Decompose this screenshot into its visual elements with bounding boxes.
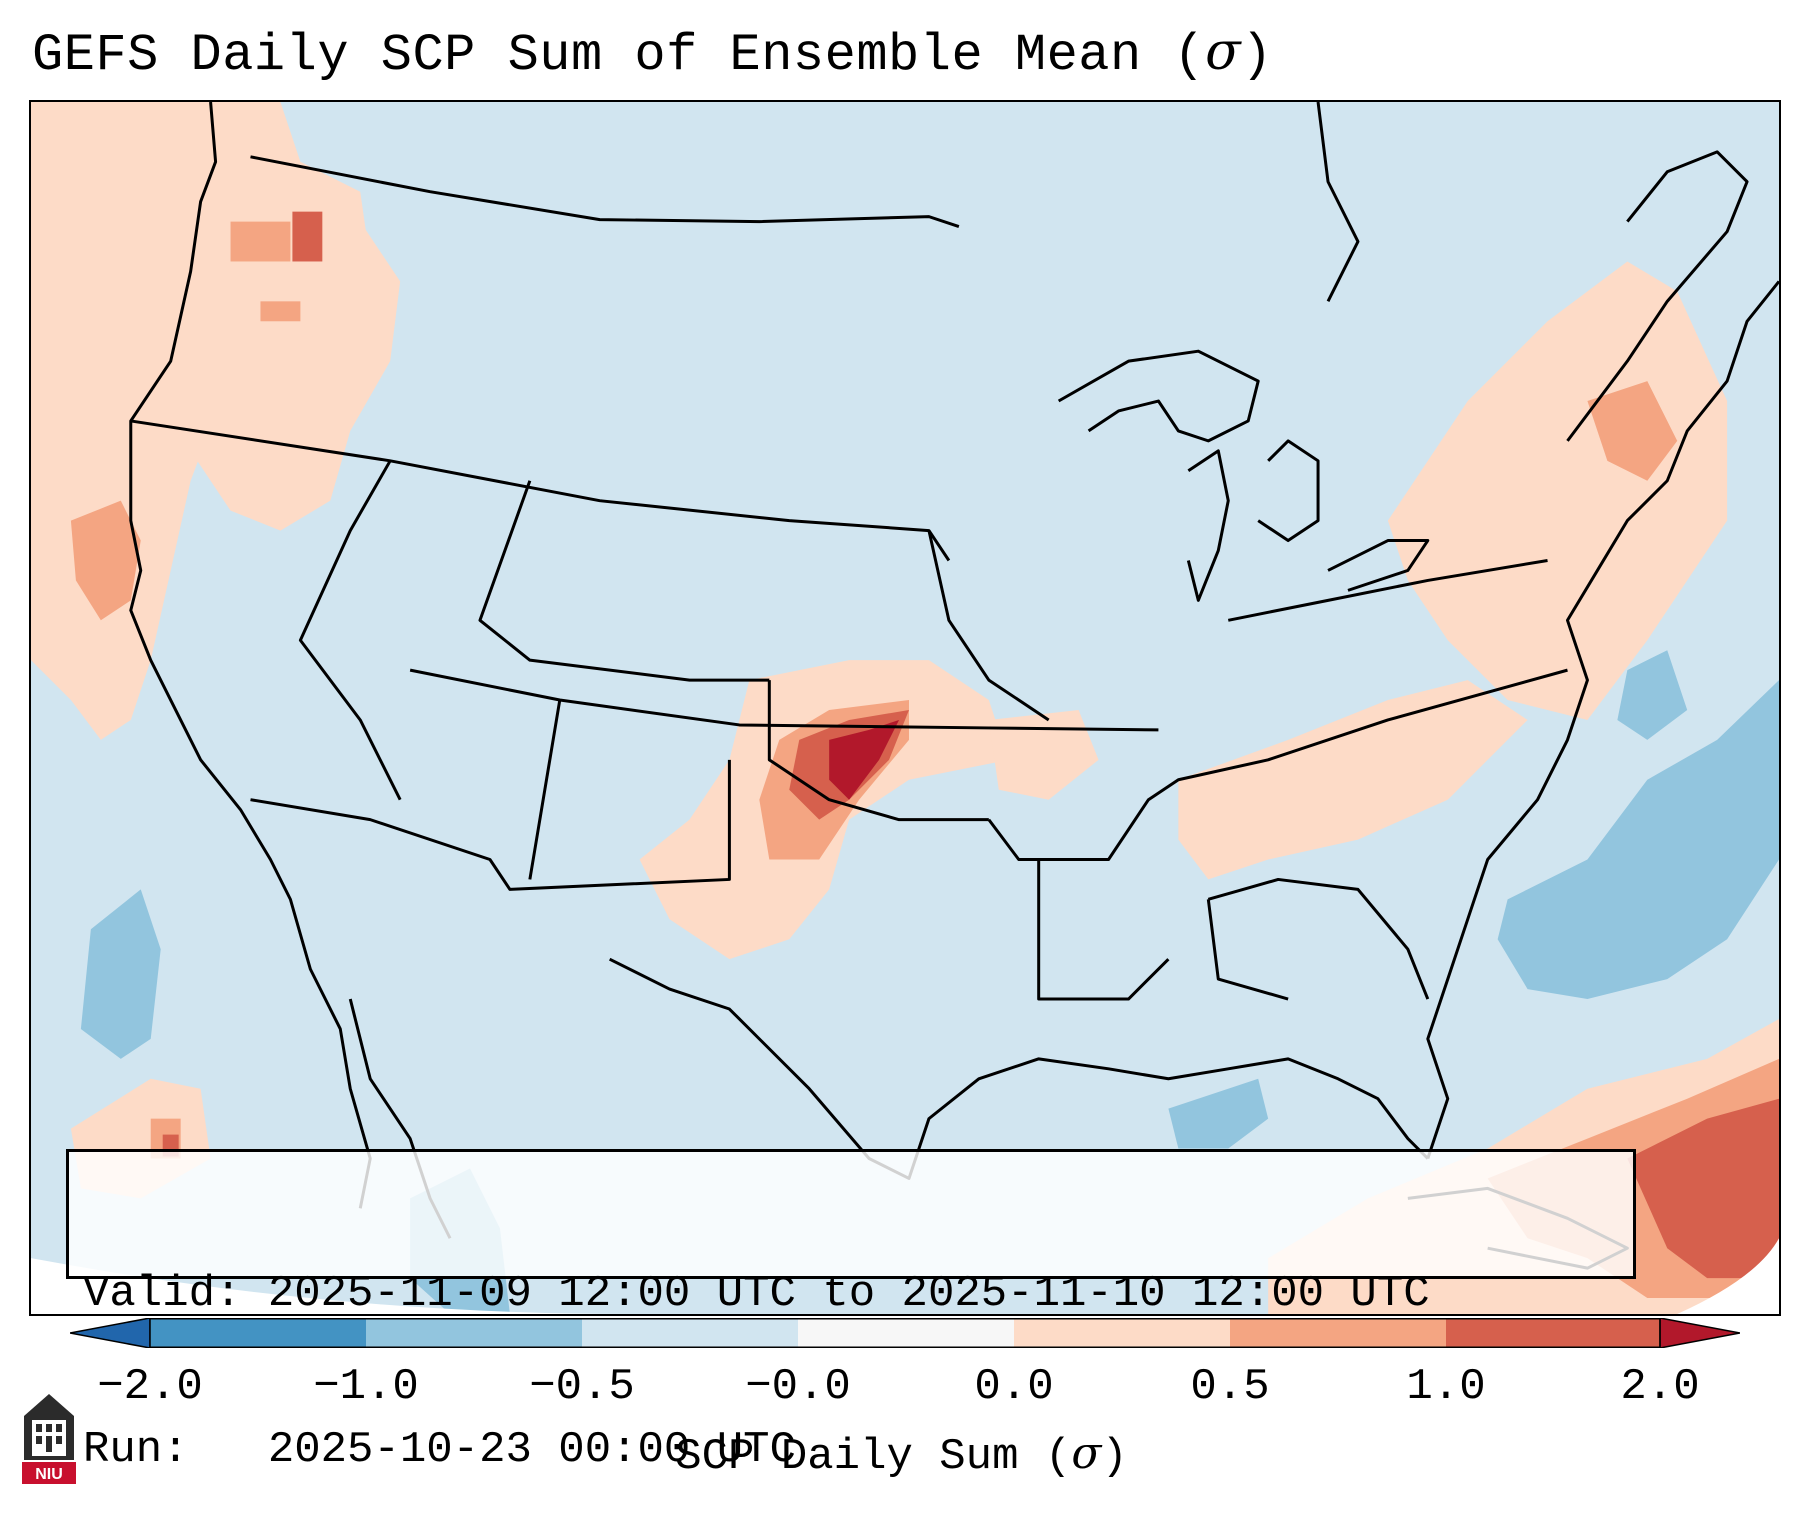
colorbar-segment (582, 1318, 798, 1348)
valid-value: 2025-11-09 12:00 UTC to 2025-11-10 12:00… (267, 1269, 1430, 1319)
coastline-gulf (609, 957, 1429, 1180)
map-title-text: GEFS Daily SCP Sum of Ensemble Mean ( (32, 26, 1206, 85)
niu-logo-text: NIU (35, 1466, 63, 1483)
state-lines (1037, 859, 1170, 1001)
state-lines (767, 680, 989, 822)
anomaly-region-atlantic-blue (1497, 680, 1779, 1000)
state-lines (1227, 559, 1548, 622)
anomaly-region-california-coast (70, 500, 141, 621)
colorbar-label-close: ) (1101, 1432, 1128, 1482)
tick-label: 1.0 (1406, 1362, 1486, 1412)
tick-label: −1.0 (313, 1362, 419, 1412)
great-lakes-outline (1327, 539, 1430, 592)
anomaly-region-pacific-northwest (170, 191, 401, 531)
great-lakes-outline (1057, 349, 1260, 443)
map-title: GEFS Daily SCP Sum of Ensemble Mean (σ) (32, 22, 1273, 86)
colorbar-segment (1446, 1318, 1660, 1348)
state-lines (1206, 899, 1289, 1001)
state-lines (528, 699, 562, 880)
sigma-symbol: σ (1071, 1428, 1102, 1479)
off-domain-area (1677, 1238, 1779, 1314)
colorbar-extend-high (1659, 1318, 1740, 1348)
boundary-lines (129, 102, 1779, 1270)
run-label: Run: (83, 1425, 189, 1475)
tick-label: 0.0 (974, 1362, 1054, 1412)
state-lines (1207, 877, 1430, 1000)
state-lines (298, 460, 402, 801)
state-lines (478, 480, 770, 682)
anomaly-cell (260, 301, 301, 322)
state-lines (409, 668, 1159, 732)
colorbar-label-text: SCP Daily Sum ( (675, 1432, 1072, 1482)
state-lines (987, 668, 1568, 861)
state-lines (927, 530, 1050, 722)
great-lakes-outline (1257, 439, 1320, 543)
border-canada (250, 155, 960, 229)
anomaly-region-southern-plains-peak (829, 719, 900, 800)
valid-run-box: Valid: 2025-11-09 12:00 UTC to 2025-11-1… (66, 1149, 1636, 1475)
anomaly-region-gulf-blue (1168, 1078, 1269, 1149)
anomaly-region-northeast (1387, 261, 1728, 720)
valid-row: Valid: 2025-11-09 12:00 UTC to 2025-11-1… (83, 1268, 1619, 1320)
anomaly-region-tennessee-valley (1178, 680, 1528, 880)
coastline-east (1426, 280, 1779, 1159)
off-domain-area (31, 1258, 630, 1314)
tick-label: −0.0 (745, 1362, 851, 1412)
state-lines (130, 419, 951, 562)
colorbar (70, 1318, 1740, 1348)
tick-label: −0.5 (529, 1362, 635, 1412)
anomaly-fields (31, 102, 1779, 1314)
colorbar-svg (70, 1318, 1740, 1348)
tick-label: 2.0 (1620, 1362, 1700, 1412)
anomaly-region-caribbean-strong (1627, 1098, 1779, 1279)
coastline-canada-east (1566, 150, 1749, 442)
great-lakes-outline (1186, 449, 1230, 602)
niu-logo: NIU (20, 1390, 78, 1486)
anomaly-region-atlantic-blue-north (1617, 650, 1688, 740)
sigma-symbol: σ (1205, 22, 1242, 82)
run-row: Run: 2025-10-23 00:00 UTC (83, 1424, 1619, 1476)
colorbar-segment (150, 1318, 366, 1348)
anomaly-cell (292, 211, 323, 262)
colorbar-outline (149, 1318, 1661, 1348)
colorbar-segment (798, 1318, 1014, 1348)
map-panel (29, 100, 1781, 1316)
coastline-west (129, 102, 372, 1209)
colorbar-segment (1230, 1318, 1446, 1348)
anomaly-cell (230, 221, 291, 262)
colorbar-segment (1014, 1318, 1230, 1348)
niu-logo-icon: NIU (22, 1394, 76, 1484)
map-title-close: ) (1241, 26, 1273, 85)
tick-label: 0.5 (1190, 1362, 1270, 1412)
anomaly-region-south-central (988, 709, 1099, 800)
scp-map (31, 102, 1779, 1314)
anomaly-region-pacific-blue (80, 889, 161, 1059)
colorbar-extend-low (70, 1318, 151, 1348)
run-value: 2025-10-23 00:00 UTC (267, 1425, 796, 1475)
valid-label: Valid: (83, 1269, 242, 1319)
colorbar-label: SCP Daily Sum (σ) (0, 1428, 1803, 1483)
tick-label: −2.0 (97, 1362, 203, 1412)
coastline-canada-east (1316, 102, 1360, 303)
colorbar-segment (366, 1318, 582, 1348)
state-lines (250, 759, 731, 891)
anomaly-region-new-england (1587, 381, 1678, 481)
